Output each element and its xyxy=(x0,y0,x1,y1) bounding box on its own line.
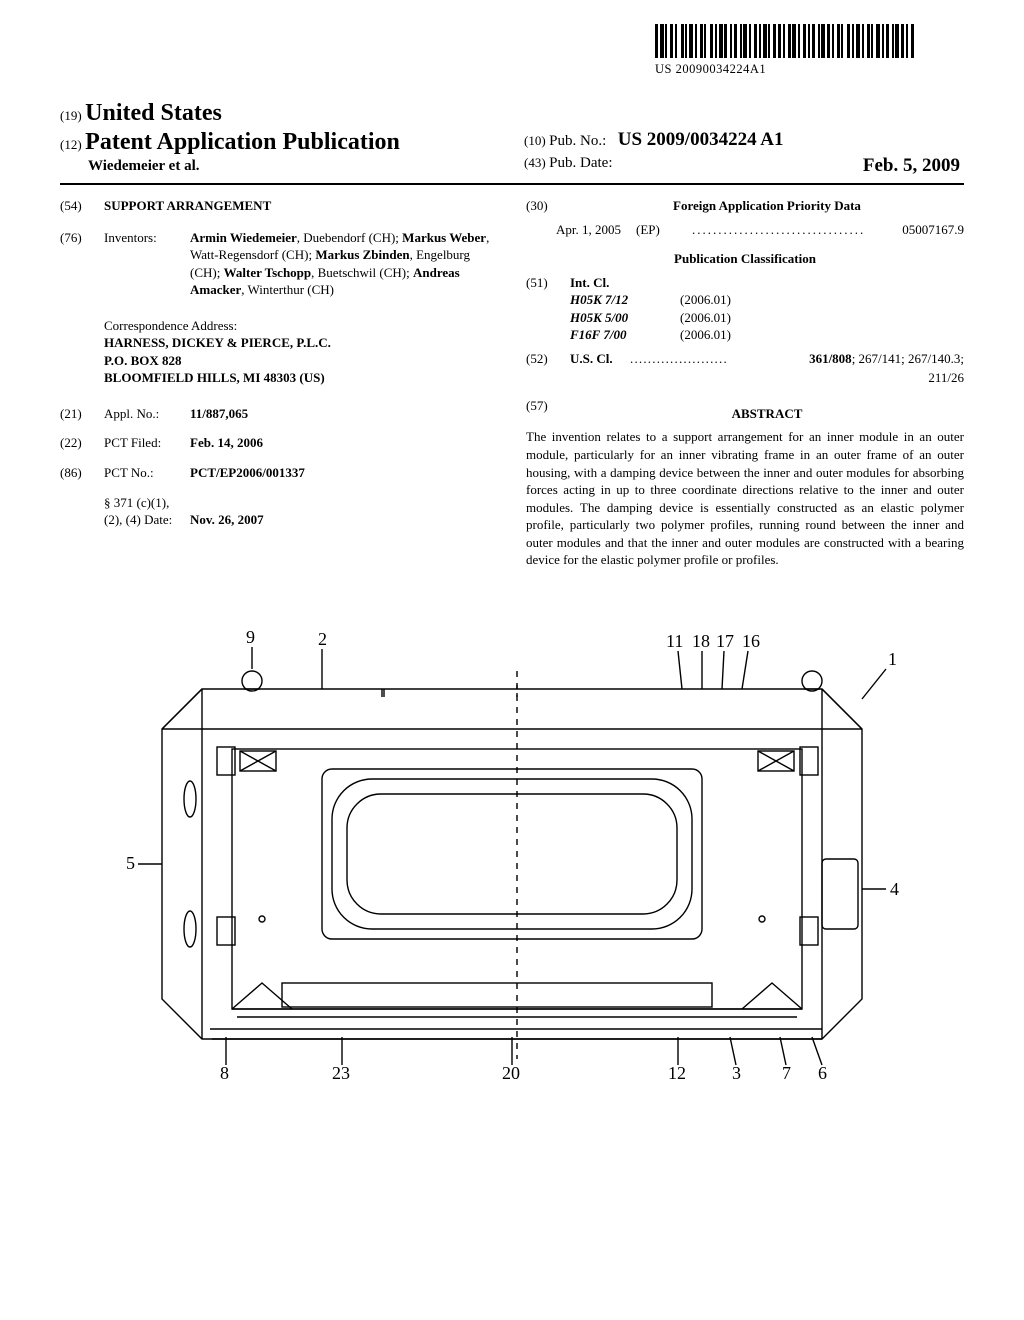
figlabel-5: 5 xyxy=(126,853,135,873)
left-column: (54) SUPPORT ARRANGEMENT (76) Inventors:… xyxy=(60,197,498,569)
pub-date-label: Pub. Date: xyxy=(549,155,612,171)
num-54: (54) xyxy=(60,197,104,215)
barcode-text: US 20090034224A1 xyxy=(655,62,914,77)
patent-title: SUPPORT ARRANGEMENT xyxy=(104,197,271,215)
num-12: (12) xyxy=(60,137,82,152)
pctno: PCT/EP2006/001337 xyxy=(190,464,305,482)
patent-figure: 9 2 11 18 17 16 1 5 4 8 23 20 12 3 7 6 xyxy=(60,599,964,1079)
country: United States xyxy=(85,100,222,126)
num-76: (76) xyxy=(60,229,104,299)
pctfiled: Feb. 14, 2006 xyxy=(190,434,263,452)
figlabel-16: 16 xyxy=(742,631,760,651)
abstract-text: The invention relates to a support arran… xyxy=(526,428,964,568)
right-column: (30) Foreign Application Priority Data A… xyxy=(526,197,964,569)
uscl-main: 361/808 xyxy=(809,351,852,366)
pub-no: US 2009/0034224 A1 xyxy=(618,129,784,150)
intcl-row-2: F16F 7/00 (2006.01) xyxy=(570,326,964,344)
correspondence-block: Correspondence Address: HARNESS, DICKEY … xyxy=(104,317,498,387)
figlabel-9: 9 xyxy=(246,627,255,647)
inventors-list: Armin Wiedemeier, Duebendorf (CH); Marku… xyxy=(190,229,498,299)
foreign-date: Apr. 1, 2005 xyxy=(526,221,636,239)
pctno-label: PCT No.: xyxy=(104,464,190,482)
correspondence-text: HARNESS, DICKEY & PIERCE, P.L.C. P.O. BO… xyxy=(104,334,498,387)
num-10: (10) xyxy=(524,133,546,148)
figlabel-17: 17 xyxy=(716,631,734,651)
intcl-year-2: (2006.01) xyxy=(680,326,731,344)
num-52: (52) xyxy=(526,350,570,368)
correspondence-label: Correspondence Address: xyxy=(104,317,498,335)
pctfiled-label: PCT Filed: xyxy=(104,434,190,452)
s371-label: § 371 (c)(1), (2), (4) Date: xyxy=(104,494,190,529)
foreign-no: 05007167.9 xyxy=(874,221,964,239)
intcl-code-2: F16F 7/00 xyxy=(570,326,680,344)
uscl-more: 211/26 xyxy=(526,369,964,387)
figlabel-7: 7 xyxy=(782,1063,791,1079)
uscl-dots: ...................... xyxy=(630,350,809,368)
applno: 11/887,065 xyxy=(190,405,248,423)
applno-label: Appl. No.: xyxy=(104,405,190,423)
inventors-label: Inventors: xyxy=(104,229,190,299)
intcl-row-0: H05K 7/12 (2006.01) xyxy=(570,291,964,309)
num-43: (43) xyxy=(524,155,546,170)
s371-date: Nov. 26, 2007 xyxy=(190,511,264,529)
authors-short: Wiedemeier et al. xyxy=(88,158,512,175)
num-51: (51) xyxy=(526,274,570,292)
figlabel-8: 8 xyxy=(220,1063,229,1079)
divider xyxy=(60,183,964,185)
pub-date: Feb. 5, 2009 xyxy=(863,155,960,177)
intcl-year-1: (2006.01) xyxy=(680,309,731,327)
uscl-rest: ; 267/141; 267/140.3; xyxy=(852,351,964,366)
abstract-label: ABSTRACT xyxy=(570,405,964,423)
num-30: (30) xyxy=(526,197,570,215)
num-21: (21) xyxy=(60,405,104,423)
figlabel-2: 2 xyxy=(318,629,327,649)
barcode-block: US 20090034224A1 xyxy=(655,24,914,77)
figlabel-18: 18 xyxy=(692,631,710,651)
figlabel-6: 6 xyxy=(818,1063,827,1079)
foreign-row: Apr. 1, 2005 (EP) ......................… xyxy=(526,221,964,239)
intcl-code-0: H05K 7/12 xyxy=(570,291,680,309)
classification-title: Publication Classification xyxy=(526,250,964,268)
figlabel-20: 20 xyxy=(502,1063,520,1079)
uscl-label: U.S. Cl. xyxy=(570,350,630,368)
foreign-label: Foreign Application Priority Data xyxy=(570,197,964,215)
figlabel-12: 12 xyxy=(668,1063,686,1079)
barcode xyxy=(655,24,914,58)
num-57: (57) xyxy=(526,397,570,429)
num-22: (22) xyxy=(60,434,104,452)
num-19: (19) xyxy=(60,108,82,123)
figlabel-23: 23 xyxy=(332,1063,350,1079)
intcl-label: Int. Cl. xyxy=(570,274,609,292)
foreign-country: (EP) xyxy=(636,221,692,239)
pub-no-label: Pub. No.: xyxy=(549,133,606,149)
pub-type: Patent Application Publication xyxy=(85,129,400,155)
figlabel-4: 4 xyxy=(890,879,899,899)
intcl-year-0: (2006.01) xyxy=(680,291,731,309)
intcl-row-1: H05K 5/00 (2006.01) xyxy=(570,309,964,327)
figlabel-11: 11 xyxy=(666,631,683,651)
figlabel-1: 1 xyxy=(888,649,897,669)
num-86: (86) xyxy=(60,464,104,482)
foreign-dots: ................................. xyxy=(692,221,874,239)
intcl-code-1: H05K 5/00 xyxy=(570,309,680,327)
figlabel-3: 3 xyxy=(732,1063,741,1079)
